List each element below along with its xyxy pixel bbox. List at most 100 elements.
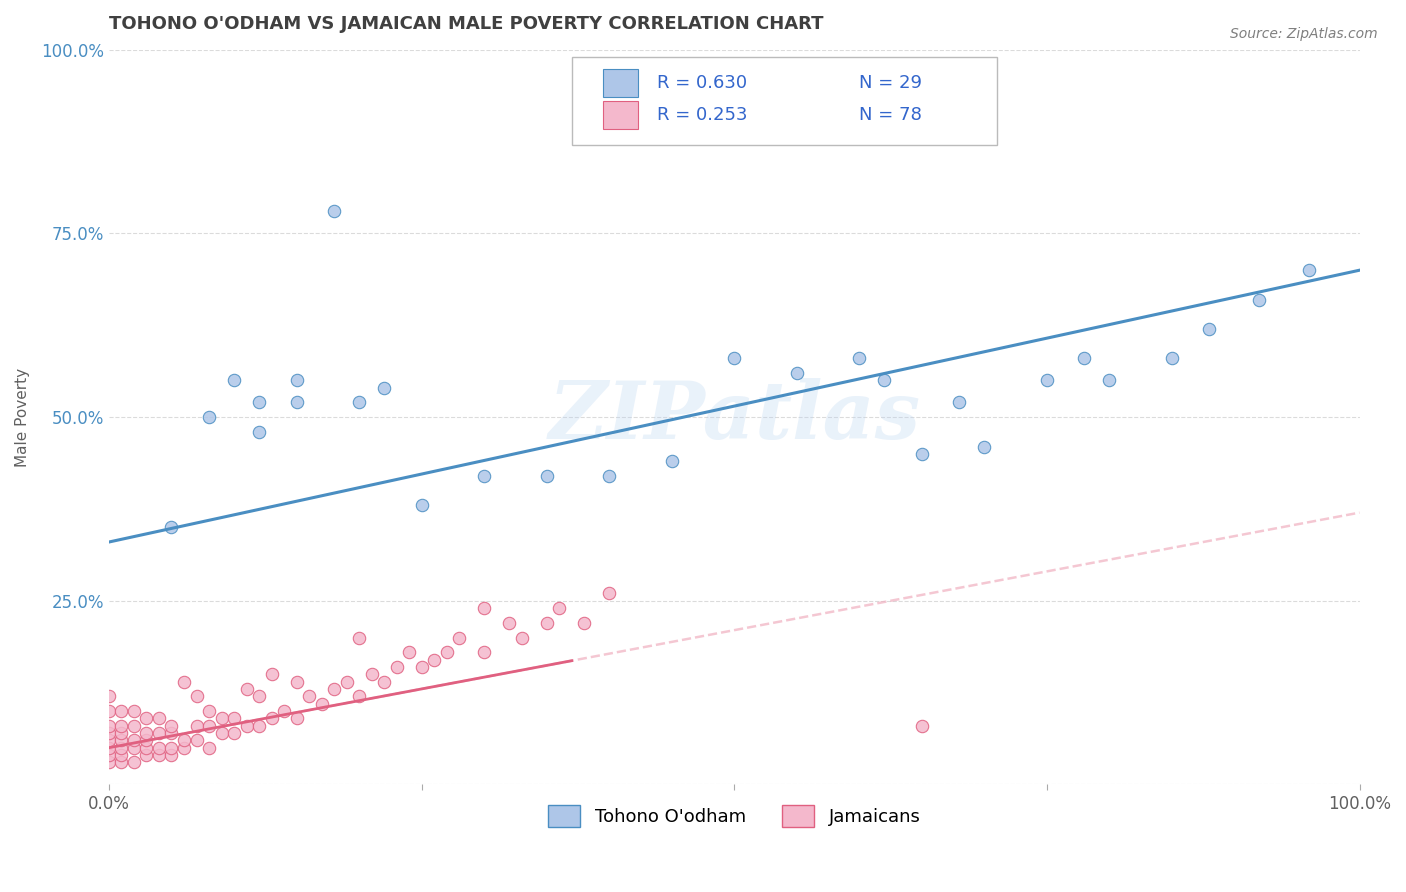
- Point: [135, 740, 157, 755]
- Point: [598, 469, 620, 483]
- Point: [110, 756, 132, 770]
- Point: [260, 711, 283, 725]
- Point: [135, 733, 157, 747]
- FancyBboxPatch shape: [603, 102, 638, 129]
- Y-axis label: Male Poverty: Male Poverty: [15, 368, 30, 467]
- Point: [298, 690, 321, 704]
- Point: [472, 469, 495, 483]
- Point: [110, 704, 132, 718]
- Point: [423, 652, 446, 666]
- Point: [122, 756, 145, 770]
- Point: [186, 733, 208, 747]
- Point: [160, 726, 183, 740]
- Point: [110, 733, 132, 747]
- Point: [449, 631, 471, 645]
- Point: [98, 756, 121, 770]
- Point: [373, 674, 395, 689]
- Point: [135, 747, 157, 762]
- Point: [222, 711, 245, 725]
- Legend: Tohono O'odham, Jamaicans: Tohono O'odham, Jamaicans: [548, 805, 921, 827]
- Point: [1298, 263, 1320, 277]
- Point: [122, 704, 145, 718]
- Point: [222, 726, 245, 740]
- Point: [247, 719, 270, 733]
- Point: [1098, 373, 1121, 387]
- Point: [98, 733, 121, 747]
- Point: [572, 615, 595, 630]
- Point: [911, 447, 934, 461]
- Point: [247, 395, 270, 409]
- Point: [911, 719, 934, 733]
- Point: [148, 726, 170, 740]
- Point: [661, 454, 683, 468]
- Point: [436, 645, 458, 659]
- Point: [335, 674, 357, 689]
- Point: [285, 373, 308, 387]
- Point: [110, 719, 132, 733]
- Text: TOHONO O'ODHAM VS JAMAICAN MALE POVERTY CORRELATION CHART: TOHONO O'ODHAM VS JAMAICAN MALE POVERTY …: [110, 15, 824, 33]
- Text: ZIPatlas: ZIPatlas: [548, 378, 921, 456]
- Point: [160, 747, 183, 762]
- Point: [148, 740, 170, 755]
- Text: R = 0.630: R = 0.630: [657, 74, 747, 92]
- Point: [160, 719, 183, 733]
- Point: [536, 615, 558, 630]
- Point: [110, 726, 132, 740]
- Point: [285, 395, 308, 409]
- Point: [148, 711, 170, 725]
- Point: [198, 704, 221, 718]
- Point: [510, 631, 533, 645]
- Point: [360, 667, 382, 681]
- Point: [273, 704, 295, 718]
- Point: [98, 747, 121, 762]
- Point: [285, 674, 308, 689]
- Point: [347, 395, 370, 409]
- Point: [148, 747, 170, 762]
- Point: [222, 373, 245, 387]
- Point: [160, 740, 183, 755]
- Point: [211, 711, 233, 725]
- Point: [160, 520, 183, 534]
- Point: [323, 204, 346, 219]
- Point: [135, 726, 157, 740]
- Point: [235, 681, 257, 696]
- Point: [1249, 293, 1271, 307]
- Point: [536, 469, 558, 483]
- Point: [786, 366, 808, 380]
- Point: [411, 660, 433, 674]
- Point: [398, 645, 420, 659]
- Point: [472, 601, 495, 615]
- Point: [235, 719, 257, 733]
- Point: [122, 719, 145, 733]
- Point: [1161, 351, 1184, 366]
- Point: [873, 373, 896, 387]
- Point: [498, 615, 520, 630]
- Point: [311, 697, 333, 711]
- Point: [186, 690, 208, 704]
- Point: [285, 711, 308, 725]
- Point: [198, 740, 221, 755]
- Point: [98, 719, 121, 733]
- Point: [472, 645, 495, 659]
- Point: [598, 586, 620, 600]
- Point: [173, 740, 195, 755]
- Point: [373, 381, 395, 395]
- Point: [385, 660, 408, 674]
- Point: [347, 631, 370, 645]
- Text: Source: ZipAtlas.com: Source: ZipAtlas.com: [1230, 27, 1378, 41]
- Point: [135, 711, 157, 725]
- Point: [198, 719, 221, 733]
- Point: [110, 740, 132, 755]
- Text: N = 29: N = 29: [859, 74, 922, 92]
- Point: [98, 704, 121, 718]
- Point: [323, 681, 346, 696]
- Point: [98, 726, 121, 740]
- Point: [347, 690, 370, 704]
- Point: [173, 674, 195, 689]
- Point: [723, 351, 745, 366]
- Point: [98, 740, 121, 755]
- Point: [173, 733, 195, 747]
- Point: [948, 395, 970, 409]
- Text: N = 78: N = 78: [859, 106, 922, 124]
- Point: [186, 719, 208, 733]
